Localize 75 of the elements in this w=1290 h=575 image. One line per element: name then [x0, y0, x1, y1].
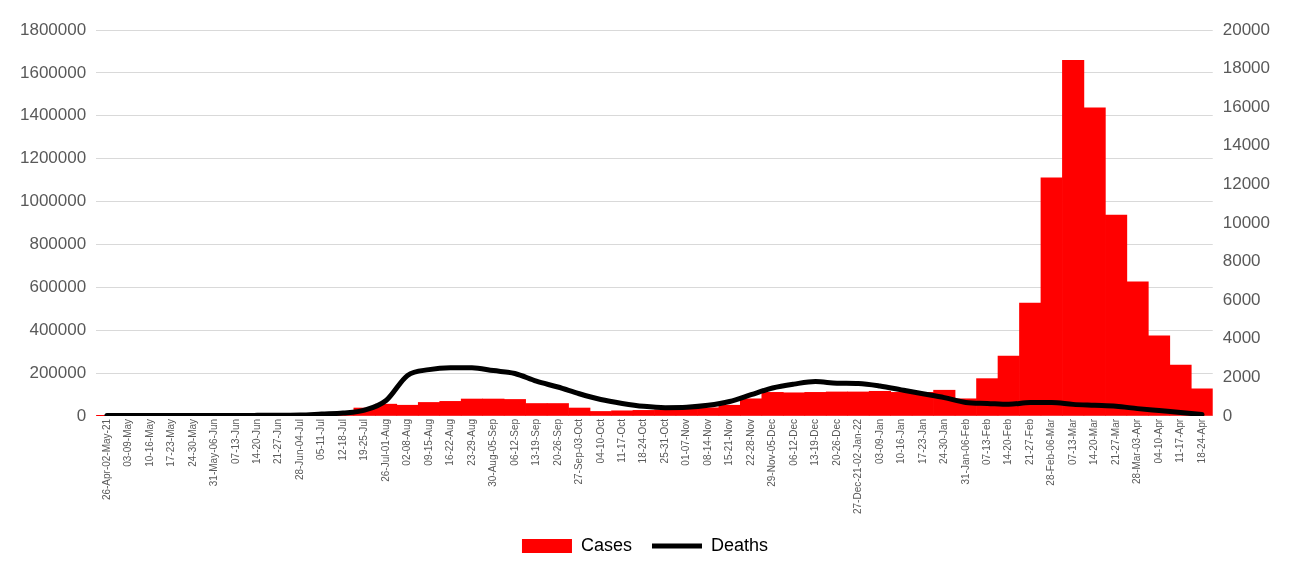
x-tick-label: 14-20-Feb	[1002, 418, 1014, 466]
x-tick-label: 23-29-Aug	[465, 418, 477, 466]
x-tick-label: 04-10-Apr	[1152, 418, 1164, 464]
legend-label: Deaths	[710, 534, 769, 555]
x-tick-label: 13-19-Dec	[809, 418, 821, 466]
x-tick-label: 04-10-Oct	[594, 418, 606, 464]
x-tick-label: 14-20-Mar	[1088, 418, 1100, 466]
y2-tick-label: 8000	[1222, 251, 1261, 271]
y2-tick-label: 0	[1222, 405, 1233, 425]
x-tick-label: 07-13-Jun	[229, 418, 241, 464]
y-tick-label: 200000	[29, 362, 87, 382]
y2-tick-label: 4000	[1222, 328, 1261, 348]
x-tick-label: 28-Feb-06-Mar	[1045, 418, 1057, 486]
x-tick-label: 05-11-Jul	[315, 418, 327, 460]
y-tick-label: 1400000	[19, 105, 87, 125]
y2-tick-label: 16000	[1222, 96, 1271, 116]
x-tick-label: 31-Jan-06-Feb	[959, 418, 971, 485]
x-tick-label: 21-27-Jun	[272, 418, 284, 464]
x-tick-label: 28-Jun-04-Jul	[293, 418, 305, 481]
x-tick-label: 18-24-Oct	[637, 418, 649, 464]
y-tick-label: 1600000	[19, 62, 87, 82]
x-tick-label: 21-27-Mar	[1109, 418, 1121, 466]
y2-tick-label: 2000	[1222, 367, 1261, 387]
y2-tick-label: 12000	[1222, 174, 1271, 194]
x-tick-label: 28-Mar-03-Apr	[1131, 418, 1143, 484]
x-tick-label: 10-16-May	[143, 418, 155, 467]
y2-tick-label: 18000	[1222, 58, 1271, 78]
x-tick-label: 16-22-Aug	[444, 418, 456, 466]
x-tick-label: 03-09-Jan	[873, 418, 885, 464]
y2-tick-label: 14000	[1222, 135, 1271, 155]
x-tick-label: 07-13-Feb	[981, 418, 993, 466]
x-tick-label: 15-21-Nov	[723, 418, 735, 466]
x-tick-label: 27-Dec-21-02-Jan-22	[852, 418, 864, 515]
x-tick-label: 21-27-Feb	[1023, 418, 1035, 466]
y-tick-label: 1200000	[19, 148, 87, 168]
y-tick-label: 1800000	[19, 19, 87, 39]
y-tick-label: 800000	[29, 234, 87, 254]
x-tick-label: 24-30-May	[186, 418, 198, 467]
y-tick-label: 0	[76, 405, 87, 425]
x-tick-label: 07-13-Mar	[1066, 418, 1078, 466]
x-tick-label: 19-25-Jul	[358, 418, 370, 461]
x-tick-label: 31-May-06-Jun	[208, 418, 220, 487]
x-tick-label: 29-Nov-05-Dec	[766, 418, 778, 487]
x-tick-label: 18-24-Apr	[1195, 418, 1207, 464]
x-tick-label: 22-28-Nov	[744, 418, 756, 466]
y-tick-label: 600000	[29, 276, 87, 296]
x-tick-label: 06-12-Dec	[787, 418, 799, 466]
x-tick-label: 26-Apr-02-May-21	[100, 418, 112, 501]
x-tick-label: 08-14-Nov	[701, 418, 713, 466]
x-tick-label: 26-Jul-01-Aug	[379, 418, 391, 482]
x-tick-label: 12-18-Jul	[336, 418, 348, 461]
x-tick-label: 10-16-Jan	[895, 418, 907, 464]
y2-tick-label: 10000	[1222, 212, 1271, 232]
x-tick-label: 03-09-May	[122, 418, 134, 467]
x-tick-label: 09-15-Aug	[422, 418, 434, 466]
legend-label: Cases	[580, 534, 632, 555]
x-tick-label: 13-19-Sep	[530, 418, 542, 466]
x-tick-label: 11-17-Oct	[616, 418, 627, 463]
y2-tick-label: 20000	[1222, 19, 1271, 39]
x-tick-label: 01-07-Nov	[680, 418, 692, 466]
x-tick-label: 20-26-Dec	[830, 418, 842, 466]
x-tick-label: 02-08-Aug	[401, 418, 413, 466]
x-tick-label: 17-23-May	[165, 418, 177, 467]
y-tick-label: 1000000	[19, 191, 87, 211]
y2-tick-label: 6000	[1222, 289, 1261, 309]
y-tick-label: 400000	[29, 319, 87, 339]
x-tick-label: 30-Aug-05-Sep	[487, 418, 499, 487]
x-tick-label: 14-20-Jun	[250, 418, 262, 464]
x-tick-label: 06-12-Sep	[508, 418, 520, 466]
x-tick-label: 27-Sep-03-Oct	[573, 418, 585, 485]
x-tick-label: 11-17-Apr	[1174, 418, 1186, 463]
x-tick-label: 25-31-Oct	[658, 418, 670, 464]
x-tick-label: 20-26-Sep	[551, 418, 563, 466]
x-tick-label: 17-23-Jan	[916, 418, 928, 464]
x-tick-label: 24-30-Jan	[938, 418, 950, 464]
